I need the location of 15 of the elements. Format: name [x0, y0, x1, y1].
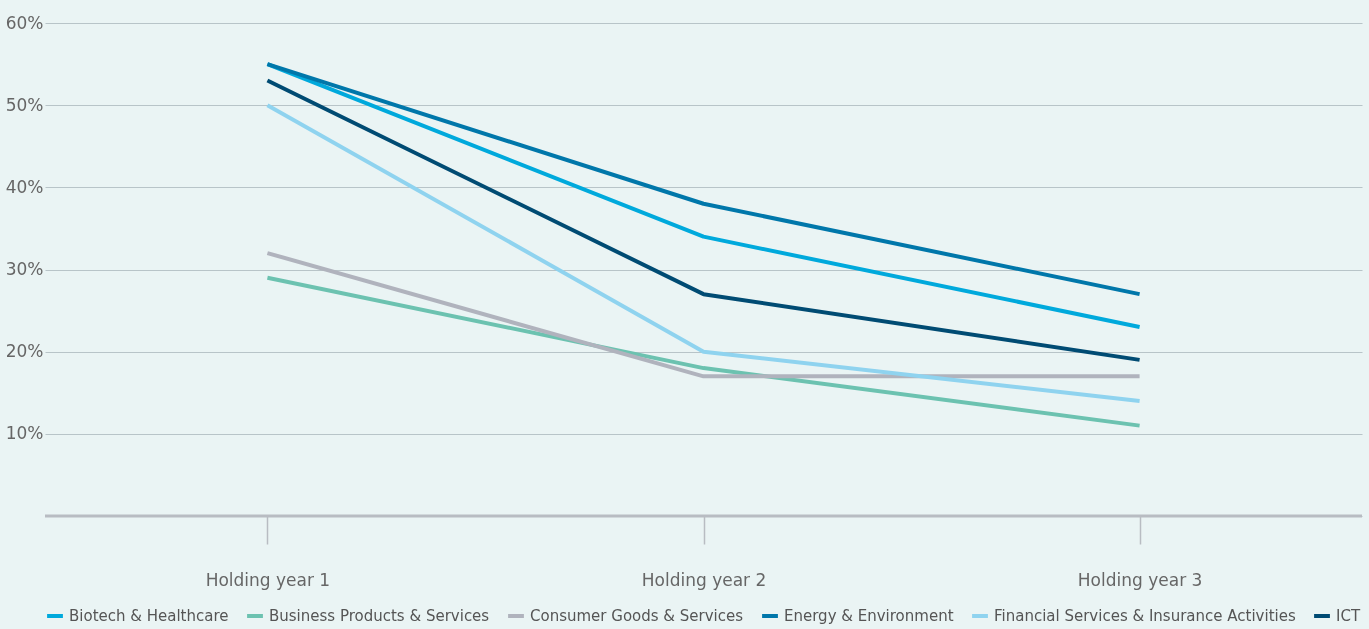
- x-tick-label: Holding year 3: [1077, 569, 1203, 590]
- legend-label: Energy & Environment: [784, 607, 954, 625]
- y-tick-label: 20%: [5, 341, 44, 362]
- y-tick-label: 50%: [5, 94, 44, 115]
- y-tick-label: 40%: [5, 176, 44, 197]
- y-tick-label: 30%: [5, 259, 44, 279]
- legend-label: Biotech & Healthcare: [69, 607, 229, 625]
- x-tick-label: Holding year 2: [641, 569, 767, 590]
- x-tick-label: Holding year 1: [205, 569, 331, 590]
- legend-label: ICT: [1336, 607, 1361, 625]
- y-tick-label: 10%: [5, 423, 44, 444]
- y-tick-label: 60%: [5, 12, 44, 33]
- legend-label: Consumer Goods & Services: [530, 607, 744, 625]
- legend-label: Financial Services & Insurance Activities: [994, 607, 1296, 625]
- legend-label: Business Products & Services: [269, 607, 490, 625]
